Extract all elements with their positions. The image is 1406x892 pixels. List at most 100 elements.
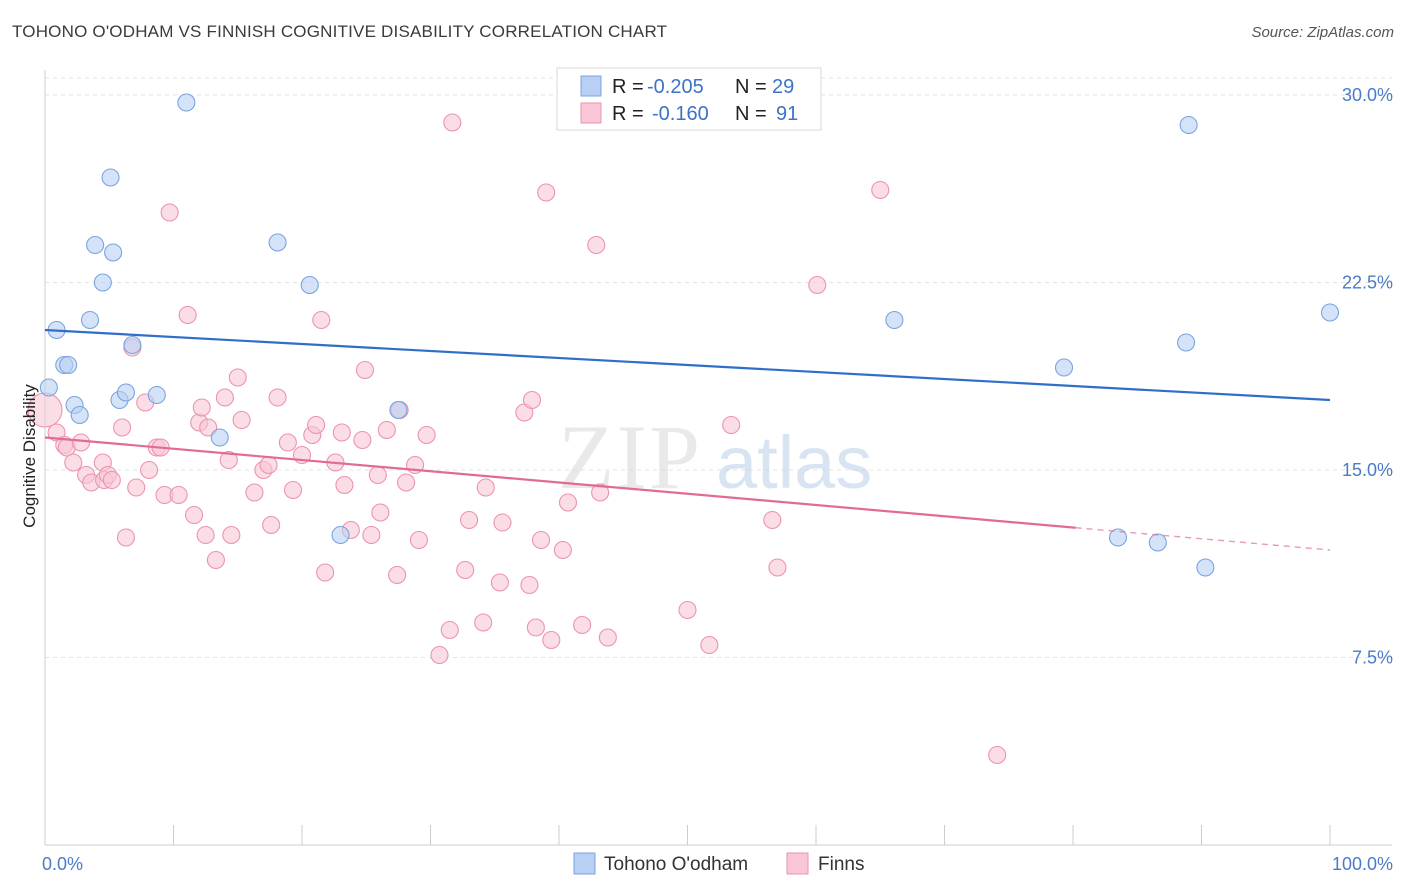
finns-point-46 — [316, 563, 335, 582]
svg-text:N =: N = — [735, 103, 767, 125]
finns-point-83 — [591, 483, 610, 502]
data-points — [27, 93, 1340, 765]
tohono-point-28 — [1320, 303, 1340, 322]
finns-point-28 — [199, 418, 218, 437]
legend-swatch-blue — [580, 75, 602, 97]
finns-point-33 — [228, 368, 247, 387]
finns-point-32 — [222, 525, 241, 545]
finns-point-76 — [531, 530, 551, 550]
legend-swatch-pink — [580, 102, 602, 124]
svg-text:29: 29 — [772, 76, 794, 98]
y-tick-labels: 7.5% 15.0% 22.5% 30.0% — [1342, 85, 1393, 668]
series-legend-swatch-pink — [786, 852, 809, 875]
finns-point-64 — [440, 620, 459, 640]
finns-point-81 — [573, 615, 592, 635]
tohono-point-15 — [177, 93, 196, 112]
finns-point-35 — [245, 483, 264, 502]
y-tick-label-3: 30.0% — [1342, 85, 1393, 105]
correlation-legend: R = -0.205 N = 29 R = -0.160 N = 91 — [556, 67, 822, 131]
tohono-point-21 — [885, 310, 904, 330]
series-legend-label-2: Finns — [818, 854, 864, 875]
finns-point-41 — [283, 480, 303, 500]
finns-point-24 — [185, 505, 204, 525]
finns-point-17 — [140, 460, 159, 480]
tohono-point-14 — [147, 385, 166, 405]
x-tick-label-0: 0.0% — [42, 854, 83, 874]
finns-point-88 — [763, 510, 782, 530]
finns-point-66 — [456, 560, 475, 580]
tohono-point-10 — [104, 243, 123, 262]
tohono-point-23 — [1108, 528, 1128, 547]
finns-point-68 — [474, 613, 493, 632]
finns-point-63 — [430, 645, 449, 665]
tohono-point-16 — [210, 428, 229, 447]
finns-point-61 — [409, 530, 428, 550]
finns-point-31 — [219, 450, 238, 470]
finns-point-67 — [459, 510, 479, 530]
tohono-point-12 — [116, 383, 136, 402]
watermark-atlas: atlas — [716, 421, 872, 504]
chart-title: TOHONO O'ODHAM VS FINNISH COGNITIVE DISA… — [12, 22, 668, 41]
finns-point-26 — [192, 398, 211, 417]
legend-n-value-2: 91 — [776, 103, 798, 125]
finns-point-53 — [362, 525, 381, 545]
finns-point-21 — [160, 203, 179, 222]
finns-point-51 — [353, 430, 372, 450]
finns-point-54 — [368, 465, 387, 485]
legend-n-value-1: 29 — [772, 76, 794, 98]
watermark: ZIP atlas — [558, 406, 872, 508]
tohono-point-13 — [123, 335, 142, 355]
finns-point-91 — [871, 180, 890, 200]
finns-point-77 — [537, 183, 556, 202]
legend-n-label-1: N = — [735, 76, 767, 98]
finns-point-27 — [196, 525, 215, 545]
finns-point-86 — [700, 635, 719, 655]
finns-point-56 — [377, 420, 396, 440]
tohono-point-6 — [80, 310, 100, 330]
y-tick-label-2: 22.5% — [1342, 273, 1393, 293]
finns-point-38 — [262, 515, 281, 535]
finns-point-11 — [102, 470, 121, 490]
legend-r-value-2: -0.160 — [652, 103, 709, 125]
tohono-point-25 — [1177, 333, 1196, 352]
x-tick-labels: 0.0% 100.0% — [42, 854, 1393, 874]
finns-point-37 — [259, 455, 278, 475]
finns-point-45 — [312, 310, 331, 330]
finns-point-23 — [178, 305, 197, 325]
finns-point-85 — [678, 600, 697, 620]
finns-point-57 — [388, 565, 407, 585]
finns-point-84 — [598, 628, 617, 647]
finns-point-40 — [278, 433, 297, 452]
legend-n-label-2: N = — [735, 103, 767, 125]
finns-point-52 — [355, 360, 375, 380]
finns-point-13 — [116, 528, 136, 547]
finns-point-49 — [335, 475, 354, 495]
legend-r-label-1: R = — [612, 76, 644, 98]
svg-text:N =: N = — [735, 76, 767, 98]
finns-point-44 — [307, 415, 326, 435]
finns-point-74 — [522, 390, 542, 410]
finns-point-80 — [558, 493, 578, 512]
tohono-point-0 — [39, 378, 58, 397]
finns-point-48 — [332, 423, 351, 442]
legend-r-label-2: R = — [612, 103, 644, 125]
finns-point-69 — [476, 478, 495, 497]
source-credit: Source: ZipAtlas.com — [1251, 24, 1394, 41]
tohono-point-20 — [389, 400, 408, 420]
series-legend-label-1: Tohono O'odham — [604, 854, 748, 875]
finns-trend-line-dashed — [1075, 527, 1331, 551]
finns-point-12 — [113, 418, 132, 437]
tohono-point-7 — [86, 235, 105, 255]
y-tick-label-1: 15.0% — [1342, 460, 1393, 480]
finns-trend-line — [44, 436, 1076, 529]
svg-text:-0.160: -0.160 — [652, 103, 709, 125]
finns-point-39 — [268, 388, 287, 407]
finns-point-82 — [587, 235, 606, 255]
tohono-point-26 — [1179, 115, 1198, 135]
legend-r-value-1: -0.205 — [647, 76, 704, 98]
tohono-point-17 — [268, 233, 287, 252]
trend-lines — [44, 328, 1331, 551]
finns-point-79 — [553, 540, 572, 560]
finns-point-5 — [71, 433, 91, 452]
